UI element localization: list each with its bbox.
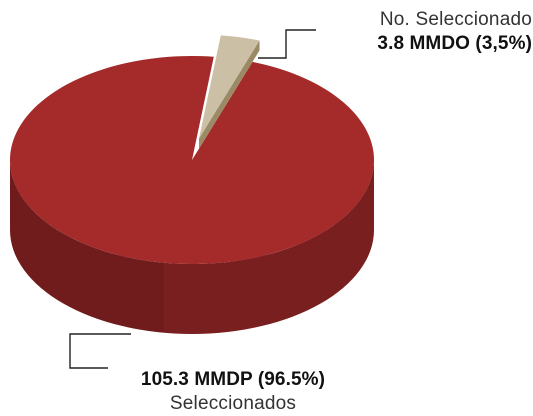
- label-no-seleccionado-name: No. Seleccionado: [379, 9, 532, 30]
- slice-seleccionados-side: [10, 160, 374, 334]
- leader-line-no-seleccionado: [258, 29, 316, 59]
- slice-seleccionados-side-shade: [10, 160, 164, 333]
- slice-no-seleccionado: [199, 35, 260, 139]
- label-seleccionados: 105.3 MMDP (96.5%) Seleccionados: [118, 368, 348, 416]
- slice-seleccionados: [9, 55, 374, 264]
- label-no-seleccionado-value: 3.8 MMDO (3,5%): [377, 33, 532, 54]
- label-seleccionados-name: Seleccionados: [169, 393, 297, 414]
- leader-line-seleccionados: [69, 333, 131, 369]
- label-seleccionados-value: 105.3 MMDP (96.5%): [140, 369, 326, 390]
- slice-no-seleccionado-side: [199, 40, 260, 149]
- label-no-seleccionado: No. Seleccionado 3.8 MMDO (3,5%): [342, 8, 532, 56]
